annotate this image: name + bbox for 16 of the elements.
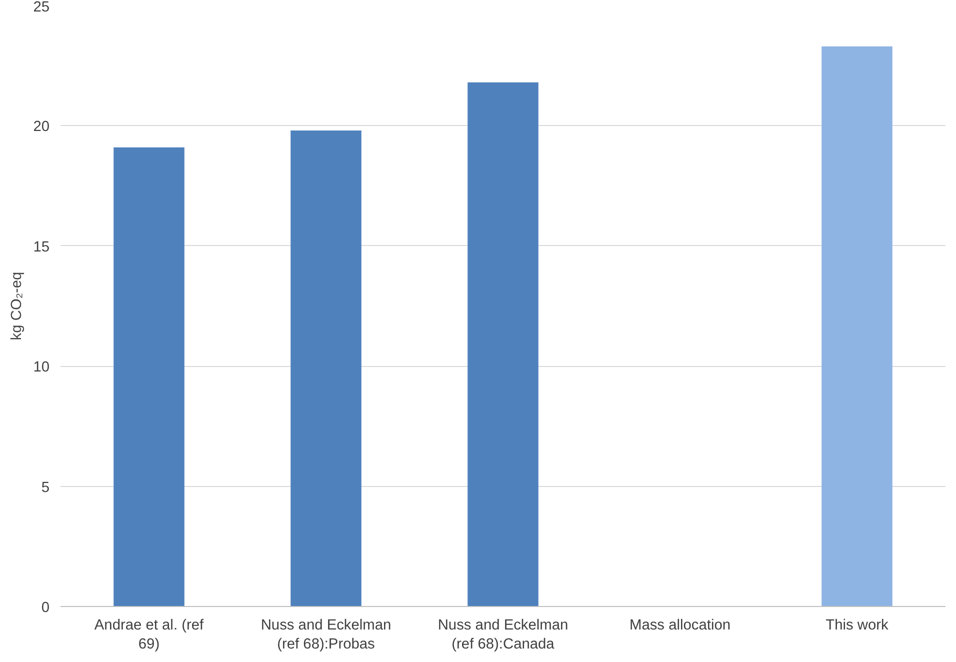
y-tick-label: 0 <box>41 600 50 616</box>
x-tick-label: This work <box>826 618 890 634</box>
x-tick-label: Nuss and Eckelman (ref 68):Canada <box>438 618 568 653</box>
bar <box>290 130 362 606</box>
x-tick-label: Nuss and Eckelman (ref 68):Probas <box>260 618 392 653</box>
y-tick-label: 15 <box>33 239 50 256</box>
y-tick-label: 10 <box>33 360 50 376</box>
bar <box>822 46 892 606</box>
y-tick-label: 5 <box>41 480 50 496</box>
x-tick-label: Mass allocation <box>629 618 731 634</box>
bar <box>468 82 538 606</box>
y-axis-title: kg CO₂-eq <box>9 272 26 340</box>
bar <box>114 147 184 606</box>
x-tick-label: Andrae et al. (ref 69) <box>94 618 205 653</box>
y-tick-label: 25 <box>33 0 50 16</box>
y-tick-label: 20 <box>33 119 50 136</box>
